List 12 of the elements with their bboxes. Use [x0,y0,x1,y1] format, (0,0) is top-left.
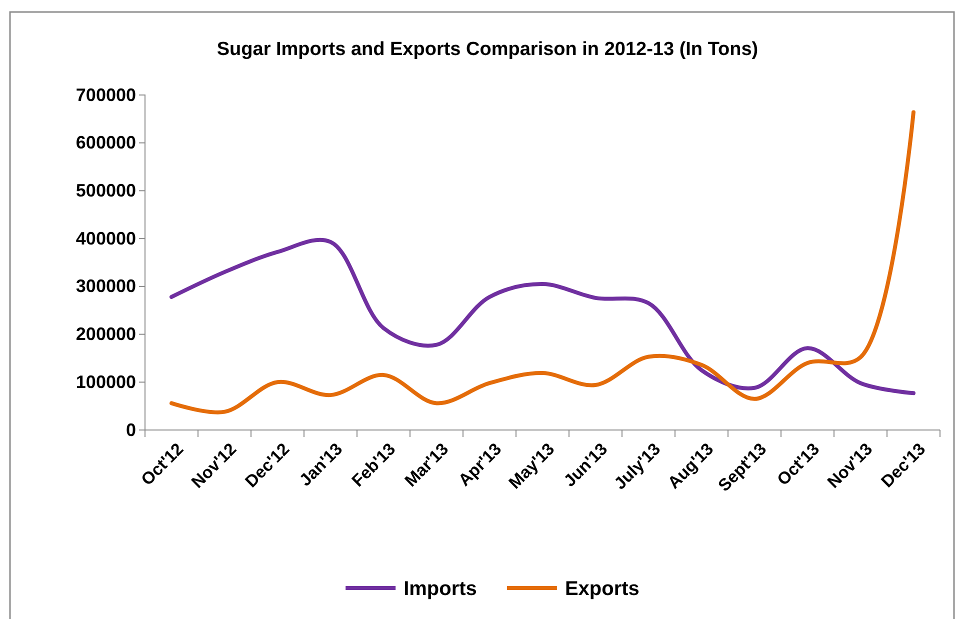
y-tick-label: 100000 [76,372,136,392]
y-tick-label: 0 [126,420,136,440]
y-tick-label: 700000 [76,84,136,105]
y-tick-label: 300000 [76,276,136,296]
y-tick-label: 500000 [76,180,136,200]
y-tick-label: 600000 [76,132,136,153]
legend-label: Imports [404,578,477,600]
y-tick-label: 400000 [76,228,136,248]
chart-title: Sugar Imports and Exports Comparison in 2012-13 (In Tons) [216,39,758,60]
line-series [170,110,916,414]
y-tick-label: 200000 [76,324,136,344]
legend-label: Exports [564,578,640,600]
